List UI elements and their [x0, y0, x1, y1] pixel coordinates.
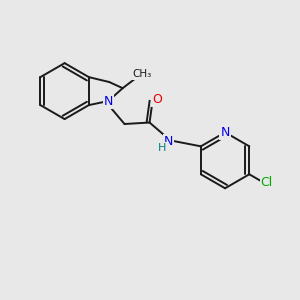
Text: CH₃: CH₃	[133, 69, 152, 79]
Text: N: N	[104, 94, 113, 107]
Text: N: N	[164, 135, 173, 148]
Text: H: H	[158, 143, 167, 153]
Text: O: O	[152, 93, 162, 106]
Text: Cl: Cl	[261, 176, 273, 189]
Text: N: N	[220, 126, 230, 139]
